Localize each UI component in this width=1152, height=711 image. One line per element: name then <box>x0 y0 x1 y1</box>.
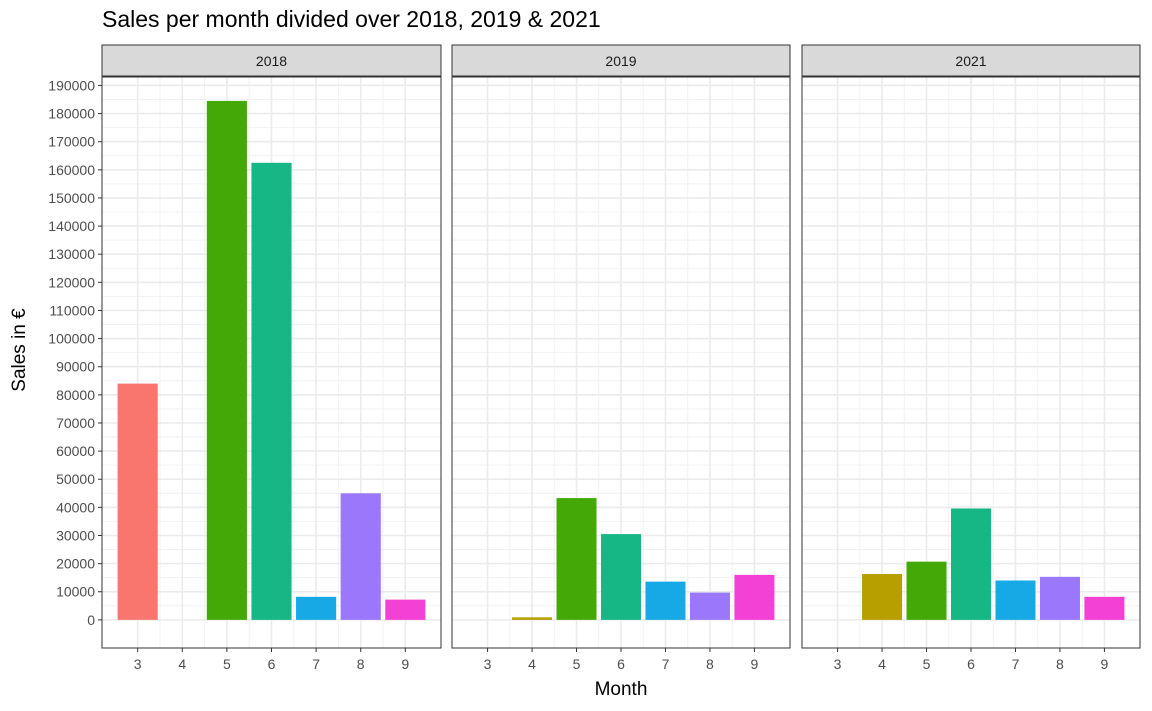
y-tick-label: 70000 <box>56 415 95 431</box>
x-tick-label: 7 <box>312 656 320 672</box>
bar-2021-month-8 <box>1039 576 1080 620</box>
y-tick-label: 10000 <box>56 584 95 600</box>
y-tick-label: 50000 <box>56 471 95 487</box>
facet-strip <box>801 44 1141 77</box>
x-tick-label: 8 <box>1056 656 1064 672</box>
x-tick-label: 9 <box>751 656 759 672</box>
y-tick-label: 170000 <box>48 134 95 150</box>
y-tick-label: 140000 <box>48 218 95 234</box>
bar-2019-month-6 <box>600 534 642 620</box>
x-tick-label: 6 <box>617 656 625 672</box>
y-axis-title: Sales in € <box>9 308 30 392</box>
x-tick-label: 9 <box>1101 656 1109 672</box>
x-axis-title: Month <box>595 679 648 700</box>
bar-2021-month-4 <box>862 574 903 620</box>
bar-2019-month-7 <box>645 581 686 620</box>
bar-2021-month-5 <box>906 561 947 620</box>
y-tick-label: 60000 <box>56 443 95 459</box>
facet-panels: 2018 3 4 5 6 7 8 9 0 10000 20000 30000 40000 50000 600… <box>48 44 1141 672</box>
facet-strip-label: 2019 <box>605 53 636 69</box>
bar-2021-month-7 <box>995 580 1036 620</box>
y-tick-label: 190000 <box>48 77 95 93</box>
bar-2019-month-4 <box>512 617 553 620</box>
bar-2018-month-6 <box>251 162 292 620</box>
y-tick-label: 120000 <box>48 274 95 290</box>
x-tick-label: 8 <box>357 656 365 672</box>
x-tick-label: 3 <box>834 656 842 672</box>
x-tick-label: 7 <box>1012 656 1020 672</box>
x-tick-label: 3 <box>484 656 492 672</box>
bar-2018-month-5 <box>206 100 247 620</box>
y-tick-label: 110000 <box>49 302 95 318</box>
bar-2019-month-9 <box>734 574 775 620</box>
y-tick-label: 100000 <box>48 331 95 347</box>
y-tick-label: 0 <box>87 612 95 628</box>
bar-2018-month-9 <box>385 599 426 620</box>
y-tick-label: 90000 <box>56 359 95 375</box>
y-tick-label: 150000 <box>48 190 95 206</box>
x-tick-label: 4 <box>878 656 886 672</box>
x-tick-label: 4 <box>528 656 536 672</box>
y-tick-label: 20000 <box>56 556 95 572</box>
facet-strip <box>101 44 442 77</box>
bar-2018-month-3 <box>117 383 158 620</box>
y-tick-label: 80000 <box>56 387 95 403</box>
x-tick-label: 9 <box>401 656 409 672</box>
facet-strip-label: 2021 <box>955 53 986 69</box>
facet-panel-2018: 2018 3 4 5 6 7 8 9 0 10000 20000 30000 40000 50000 600… <box>48 44 442 672</box>
facet-strip <box>451 44 791 77</box>
x-tick-label: 6 <box>268 656 276 672</box>
y-tick-label: 40000 <box>56 499 95 515</box>
x-tick-label: 3 <box>134 656 142 672</box>
x-tick-label: 5 <box>223 656 231 672</box>
bar-2018-month-7 <box>296 596 337 620</box>
bar-2018-month-8 <box>340 493 381 620</box>
x-tick-label: 8 <box>706 656 714 672</box>
x-tick-label: 5 <box>573 656 581 672</box>
facet-strip-label: 2018 <box>256 53 287 69</box>
y-tick-label: 180000 <box>48 106 95 122</box>
facet-panel-2021: 2021 3 4 5 6 7 8 9 <box>801 44 1141 672</box>
bar-2019-month-8 <box>689 592 730 620</box>
x-tick-label: 6 <box>967 656 975 672</box>
chart-title: Sales per month divided over 2018, 2019 … <box>102 6 601 32</box>
x-tick-label: 5 <box>923 656 931 672</box>
facet-panel-2019: 2019 3 4 5 6 7 8 9 <box>451 44 791 672</box>
y-tick-label: 130000 <box>48 246 95 262</box>
y-tick-label: 160000 <box>48 162 95 178</box>
bar-2021-month-9 <box>1084 596 1125 620</box>
bar-2019-month-5 <box>556 498 597 620</box>
bar-2021-month-6 <box>950 508 992 620</box>
y-tick-label: 30000 <box>56 527 95 543</box>
x-tick-label: 7 <box>662 656 670 672</box>
x-tick-label: 4 <box>178 656 186 672</box>
